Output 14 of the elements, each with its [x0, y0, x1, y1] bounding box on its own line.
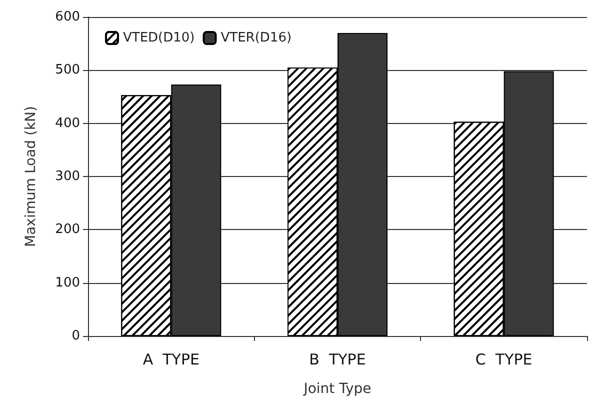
y-tick-label: 100: [55, 275, 80, 290]
legend-label: VTED(D10): [123, 30, 195, 46]
legend-label: VTER(D16): [220, 30, 292, 46]
x-tick-label: B TYPE: [309, 350, 366, 368]
y-tick-label: 0: [72, 328, 80, 344]
y-tick-label: 600: [55, 10, 80, 24]
x-tick-label: C TYPE: [475, 350, 532, 368]
y-tick-label: 200: [55, 222, 80, 238]
y-tick-label: 400: [55, 116, 80, 131]
x-axis-title: Joint Type: [302, 381, 372, 397]
x-tick-label: A TYPE: [142, 350, 200, 368]
y-tick-label: 300: [55, 169, 80, 184]
y-axis-title: Maximum Load (kN): [23, 106, 39, 247]
y-tick-label: 500: [55, 62, 80, 78]
